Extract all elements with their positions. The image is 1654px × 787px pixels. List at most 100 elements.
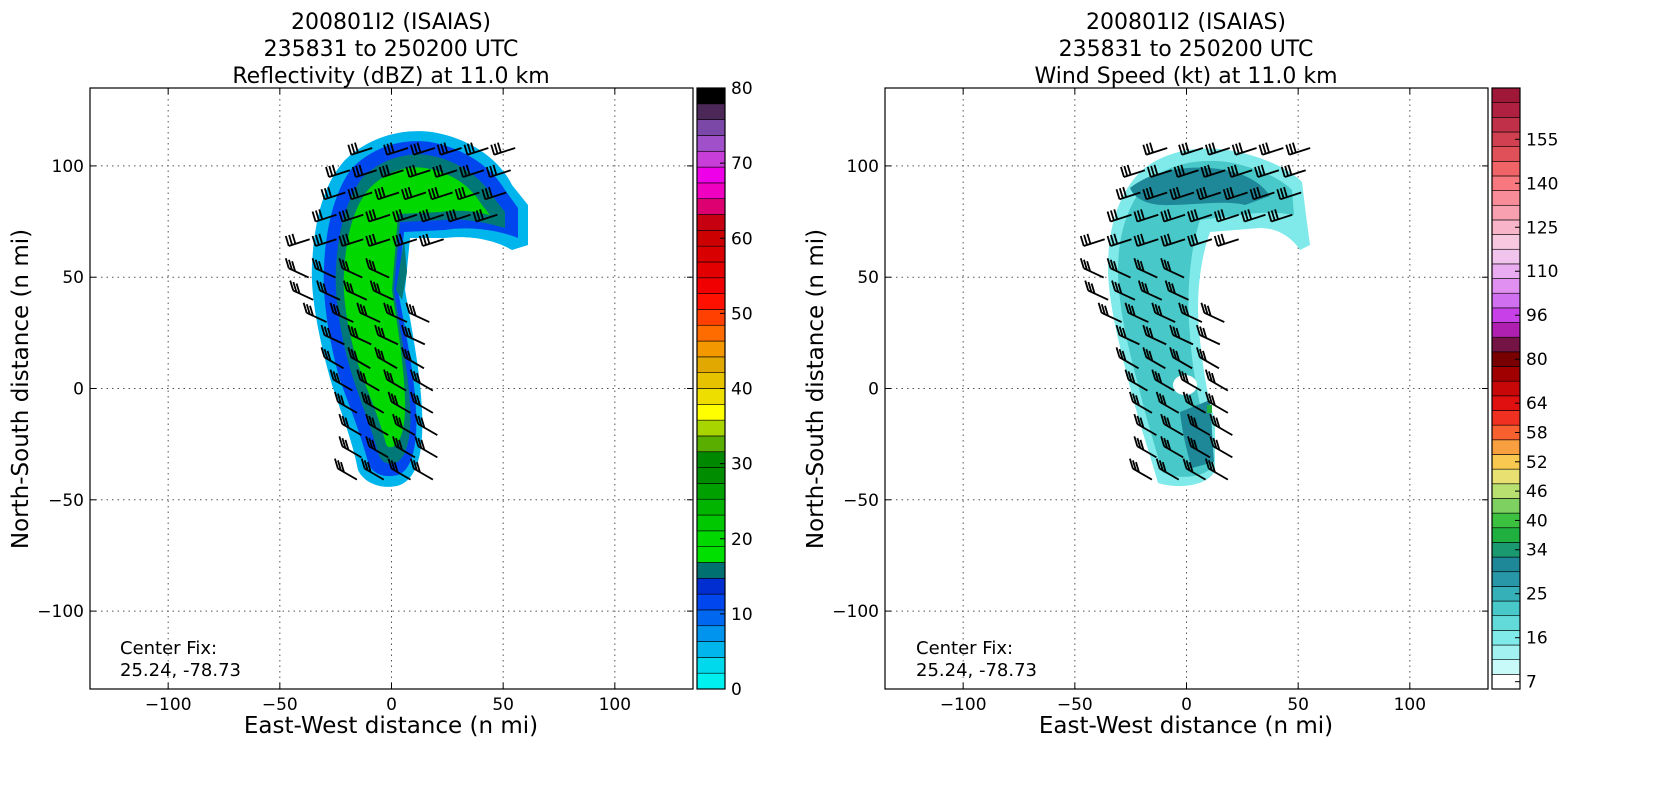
colorbar-tick-label: 125 [1526,218,1558,238]
wind-barb [369,280,394,301]
panel-reflectivity: 200801I2 (ISAIAS) 235831 to 250200 UTC R… [8,10,753,739]
echo-teal-inner [396,240,407,300]
y-axis-label: North-South distance (n mi) [803,229,829,549]
wind-barb [302,302,327,323]
colorbar-tick-label: 30 [731,455,753,475]
x-tick-label: 50 [1287,695,1309,715]
colorbar-tick-label: 34 [1526,541,1548,561]
chart-title-line-3: Wind Speed (kt) at 11.0 km [1034,64,1337,89]
wind-barb [1155,458,1180,481]
colorbar-bin [696,309,726,326]
x-tick-label: 0 [386,695,397,715]
wind-barb [338,258,363,279]
wind-barb [392,436,416,459]
wind-barb [347,186,373,201]
wind-barb [351,164,377,178]
colorbar-bin [1491,234,1521,250]
wind-barb [1200,164,1226,178]
wind-barb [1129,458,1153,481]
wind-barb [378,164,404,178]
wind-barb [1209,436,1233,459]
wind-barb [1258,142,1284,156]
y-tick-label: 0 [868,380,879,400]
colorbar-bin [696,214,726,231]
colorbar-bin [696,404,726,421]
y-tick-label: −50 [48,491,84,511]
wind-barb [1115,347,1140,370]
x-tick-label: 100 [599,695,631,715]
wind-barb [1146,164,1172,178]
colorbar-bin [696,324,726,342]
colorbar-bin [696,625,726,642]
wind-barb [405,164,431,178]
colorbar-bin [1491,410,1521,426]
wind-barb [414,413,438,436]
wind-barb [338,209,364,223]
wind-barb [365,258,390,279]
colorbar-tick-label: 40 [731,380,753,400]
colorbar-bin [1491,439,1521,455]
x-tick-label: −50 [262,695,298,715]
colorbar-bin [696,356,726,373]
wind-barb [481,186,507,201]
colorbar-bin [696,435,726,453]
wind-barb [418,209,444,223]
chart-title-line-2: 235831 to 250200 UTC [264,37,519,62]
wind-barb [284,233,310,247]
wind-barb [1182,458,1207,481]
chart-title-line-2: 235831 to 250200 UTC [1059,37,1314,62]
wind-barb [1178,302,1203,323]
wind-barb [365,233,391,247]
wind-barb [1267,209,1293,223]
wind-barb [1160,413,1184,436]
wind-barb [1169,186,1195,201]
colorbar-bin [1491,190,1521,206]
wind-barb [392,209,418,223]
wind-barb [1196,186,1222,201]
wind-barb [1142,142,1168,156]
wind-barb [1200,302,1225,323]
wind-barbs [284,142,516,481]
wind-barb [311,258,336,279]
colorbar-bin [696,657,726,674]
wind-barb [1222,186,1248,201]
wind-barb [1079,233,1105,247]
colorbar-wind-speed: 7 16 25 34 40 46 52 58 64 80 96 110 125 140 155 [1491,87,1558,693]
x-tick-label: 50 [492,695,514,715]
colorbar-bin [1491,102,1521,118]
colorbar-bin [1491,278,1521,294]
wind-barb [1133,209,1159,223]
colorbar-bin [696,419,726,437]
colorbar-bin [1491,380,1521,397]
colorbar-bin [696,641,726,658]
colorbar-tick-label: 0 [731,680,742,700]
wind-barb [383,142,409,156]
x-tick-label: 100 [1394,695,1426,715]
wind-barb [1178,142,1204,156]
wind-barb [1240,209,1266,223]
colorbar-bin [1491,117,1521,133]
wind-barb [338,233,364,247]
center-fix-label: Center Fix: [120,638,217,659]
wind-barb [1160,233,1186,247]
colorbar-bin [696,562,726,579]
colorbar-tick-label: 50 [731,304,753,324]
wind-barb [365,436,389,459]
center-fix-label: Center Fix: [916,638,1013,659]
wind-barb [347,347,371,370]
wind-barb [334,458,358,481]
wind-barb [1187,209,1213,223]
colorbar-bin [696,451,726,468]
wind-barb [1142,186,1168,201]
wind-barb [490,142,516,156]
colorbar-bin [696,609,726,627]
colorbar-bin [1491,527,1521,543]
wind-barb [1213,209,1239,223]
wind-barb [356,302,381,323]
colorbar-bin [696,293,726,310]
wind-barb [409,458,434,481]
colorbar-bin [696,498,726,516]
wind-barb [1204,142,1231,156]
wind-barb [1285,142,1311,156]
colorbar-bin [696,166,726,184]
